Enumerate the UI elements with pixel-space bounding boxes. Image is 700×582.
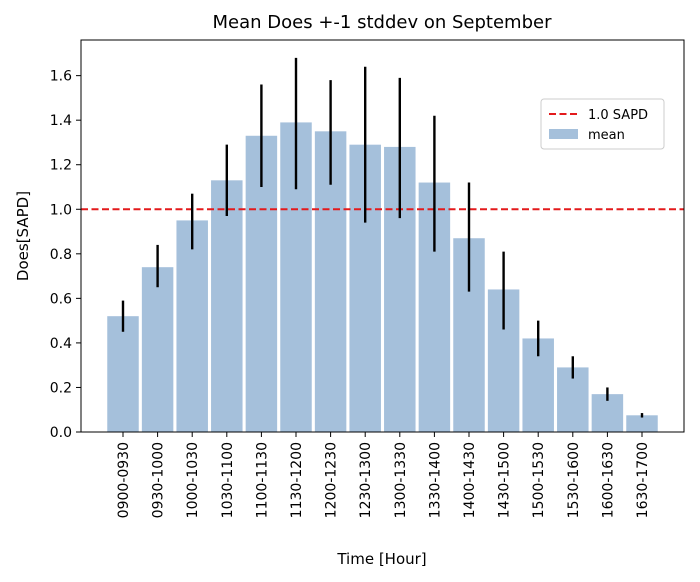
x-tick-label: 1230-1300	[358, 442, 374, 518]
x-axis-label: Time [Hour]	[336, 550, 426, 568]
x-tick-label: 1400-1430	[462, 442, 478, 518]
bar-1030-1100	[211, 180, 243, 432]
x-tick-label: 1330-1400	[427, 442, 443, 518]
x-tick-label: 1100-1130	[254, 442, 270, 518]
x-tick-label: 1600-1630	[600, 442, 616, 518]
x-tick-label: 1630-1700	[635, 442, 651, 518]
y-tick-label: 1.2	[50, 158, 72, 174]
bar-0930-1000	[141, 267, 174, 432]
y-tick-label: 0.8	[50, 247, 72, 263]
legend-swatch-mean	[549, 129, 578, 139]
y-tick-label: 0.4	[50, 336, 72, 352]
x-tick-label: 1000-1030	[185, 442, 201, 518]
x-tick-label: 1300-1330	[393, 442, 409, 518]
legend-label-mean: mean	[588, 128, 625, 143]
bar-0900-0930	[107, 316, 139, 432]
x-tick-label: 0900-0930	[116, 442, 132, 518]
legend-label-reference: 1.0 SAPD	[588, 108, 648, 123]
x-tick-label: 1500-1530	[531, 442, 547, 518]
y-axis-label: Does[SAPD]	[14, 191, 32, 281]
bar-1000-1030	[176, 220, 208, 432]
x-tick-label: 1200-1230	[324, 442, 340, 518]
y-tick-label: 1.4	[50, 113, 72, 129]
y-tick-label: 0.2	[50, 380, 72, 396]
y-tick-label: 1.6	[50, 69, 72, 85]
y-tick-label: 1.0	[50, 202, 72, 218]
x-tick-label: 1430-1500	[497, 442, 513, 518]
legend: 1.0 SAPD mean	[540, 98, 665, 150]
x-tick-label: 1530-1600	[566, 442, 582, 518]
x-tick-label: 1130-1200	[289, 442, 305, 518]
axes-frame	[80, 39, 685, 433]
plot-area: 0.0 0.2 0.4 0.6 0.8 1.0 1.2 1.4 1.6 0900-0930 0930…	[50, 39, 685, 518]
x-tick-label: 0930-1000	[151, 442, 167, 518]
y-tick-label: 0.6	[50, 291, 72, 307]
y-tick-label: 0.0	[50, 425, 72, 441]
x-tick-label: 1030-1100	[220, 442, 236, 518]
bar-1630-1700	[626, 415, 658, 432]
chart-title: Mean Does +-1 stddev on September	[213, 12, 553, 33]
